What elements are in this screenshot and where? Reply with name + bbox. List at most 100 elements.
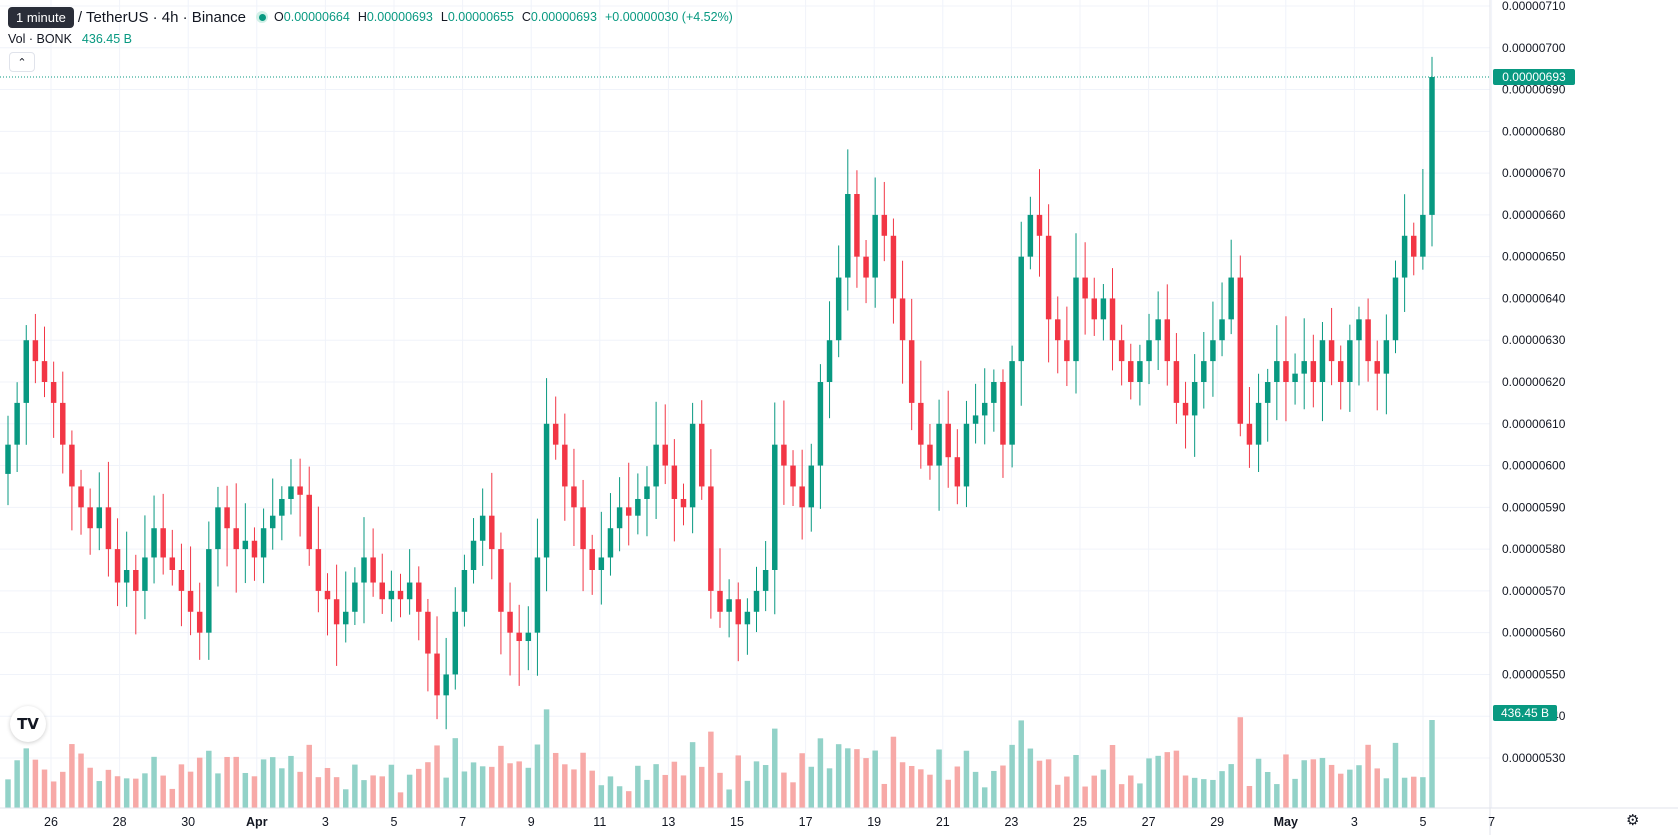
- candle: [215, 486, 221, 587]
- volume-bar: [388, 764, 395, 808]
- candle: [1182, 381, 1189, 449]
- candle: [826, 301, 833, 419]
- volume-bar: [224, 756, 230, 808]
- last-price-badge-text: 0.00000693: [1502, 70, 1566, 84]
- candle: [443, 637, 449, 730]
- candles: [5, 56, 1435, 730]
- tradingview-logo-icon[interactable]: TV: [10, 706, 46, 742]
- candle: [1164, 284, 1171, 386]
- candle: [744, 598, 751, 655]
- price-tick-label: 0.00000680: [1502, 124, 1566, 138]
- price-tick-label: 0.00000690: [1502, 83, 1566, 97]
- candle: [343, 571, 349, 643]
- volume-bar: [954, 766, 961, 808]
- volume-bar: [1036, 760, 1043, 808]
- candle: [1401, 194, 1408, 312]
- volume-bars: [5, 709, 1435, 808]
- candle: [352, 567, 358, 626]
- volume-bar: [918, 769, 924, 808]
- candle: [1210, 301, 1216, 397]
- volume-bar: [726, 789, 732, 808]
- price-tick-label: 0.00000560: [1502, 626, 1566, 640]
- volume-bar: [808, 766, 815, 808]
- candle: [845, 149, 851, 311]
- volume-bar: [215, 773, 221, 808]
- market-status-icon[interactable]: [256, 11, 269, 23]
- timeframe-tooltip: 1 minute: [8, 6, 74, 28]
- volume-bar: [571, 769, 577, 808]
- volume-bar: [269, 757, 276, 808]
- time-tick-label: 3: [1351, 815, 1358, 829]
- candle: [1274, 325, 1280, 421]
- candle: [1219, 282, 1225, 357]
- volume-bar: [1411, 776, 1417, 808]
- volume-bar: [370, 775, 376, 808]
- chart-grid: [0, 0, 1493, 808]
- volume-bar: [1255, 758, 1262, 808]
- volume-bar: [1219, 771, 1225, 808]
- candle: [991, 369, 997, 432]
- candle: [23, 325, 29, 445]
- candle: [1347, 324, 1353, 412]
- chevron-up-icon[interactable]: ⌃: [9, 52, 35, 72]
- volume-bar: [5, 779, 11, 808]
- candle: [680, 483, 687, 526]
- price-tick-label: 0.00000700: [1502, 41, 1566, 55]
- volume-bar: [772, 728, 778, 808]
- volume-bar: [1027, 748, 1034, 808]
- volume-bar: [762, 765, 769, 808]
- candle: [178, 543, 185, 627]
- time-tick-label: 25: [1073, 815, 1087, 829]
- candle: [306, 466, 312, 566]
- volume-bar: [598, 785, 605, 808]
- candle: [224, 485, 230, 567]
- volume-bar: [607, 776, 614, 808]
- candle: [1411, 222, 1417, 276]
- volume-bar: [1173, 750, 1180, 808]
- time-tick-label: 17: [799, 815, 813, 829]
- candle: [562, 413, 568, 521]
- volume-bar: [425, 762, 431, 808]
- candle: [781, 400, 787, 505]
- candle: [370, 528, 376, 597]
- candle: [123, 531, 130, 607]
- candle: [981, 368, 988, 445]
- volume-bar: [507, 763, 513, 808]
- candle: [1091, 277, 1097, 336]
- price-tick-label: 0.00000640: [1502, 291, 1566, 305]
- volume-bar: [972, 771, 979, 808]
- volume-bar: [1246, 785, 1253, 808]
- time-tick-label: 30: [181, 815, 195, 829]
- candle: [87, 488, 93, 555]
- candle: [315, 506, 322, 613]
- symbol-title[interactable]: / TetherUS · 4h · Binance: [77, 8, 247, 26]
- candle: [516, 604, 522, 686]
- volume-bar: [123, 778, 130, 808]
- volume-bar: [1337, 773, 1344, 808]
- volume-bar: [1191, 777, 1198, 808]
- candle: [689, 402, 696, 534]
- candle: [644, 466, 650, 537]
- candle: [635, 473, 641, 535]
- time-tick-label: 26: [44, 815, 58, 829]
- volume-bar: [1182, 775, 1189, 808]
- volume-bar: [1228, 764, 1234, 808]
- volume-bar: [845, 748, 851, 808]
- volume-bar: [315, 777, 322, 808]
- volume-bar: [297, 771, 303, 808]
- gear-icon[interactable]: ⚙: [1626, 812, 1640, 829]
- volume-bar: [899, 762, 906, 808]
- candle: [735, 582, 741, 662]
- candle: [5, 415, 11, 506]
- candle: [890, 218, 897, 324]
- candle: [32, 313, 39, 384]
- volume-bar: [397, 792, 404, 808]
- price-tick-label: 0.00000620: [1502, 375, 1566, 389]
- volume-bar: [32, 759, 39, 808]
- volume-bar: [1264, 771, 1271, 808]
- volume-bar: [78, 753, 84, 808]
- volume-bar: [790, 782, 796, 808]
- candle: [1027, 196, 1034, 270]
- candle: [1201, 331, 1207, 409]
